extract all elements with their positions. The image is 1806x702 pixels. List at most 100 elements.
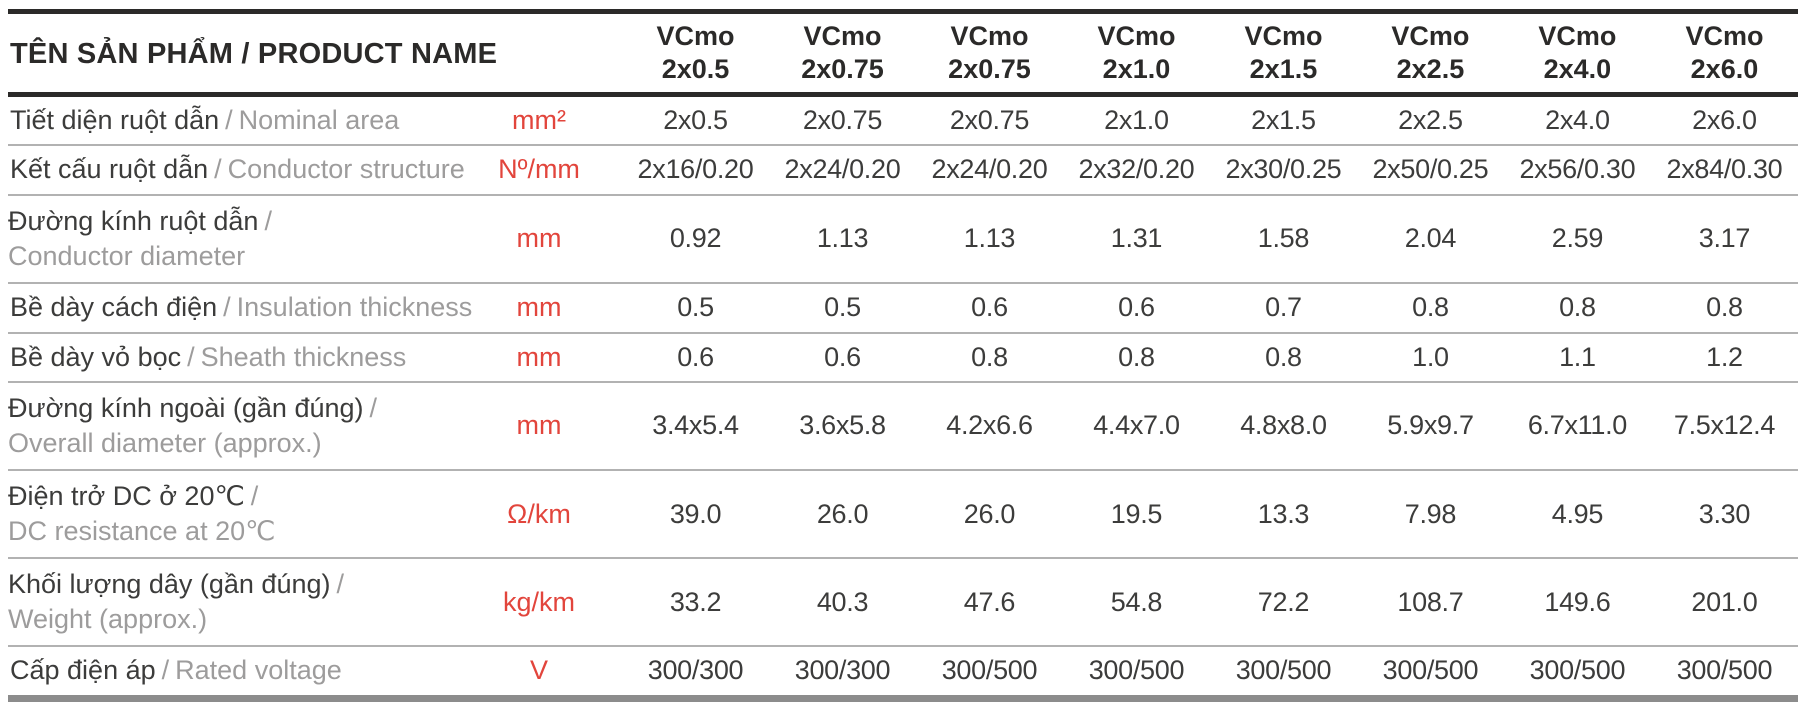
table-row: Tiết diện ruột dẫn / Nominal area mm² 2x0.5 2… bbox=[8, 94, 1798, 146]
label-separator: / bbox=[264, 205, 272, 236]
spec-value: 4.4x7.0 bbox=[1093, 410, 1180, 441]
spec-value: 40.3 bbox=[816, 586, 869, 617]
spec-value: 33.2 bbox=[669, 586, 722, 617]
label-separator: / bbox=[161, 655, 170, 686]
column-model: VCmo bbox=[1685, 21, 1764, 51]
spec-value: 0.92 bbox=[669, 223, 722, 254]
row-unit: Ω/km bbox=[507, 498, 571, 529]
column-header-2x0.75: VCmo 2x0.75 bbox=[769, 12, 916, 95]
row-label-english: Nominal area bbox=[238, 104, 400, 135]
row-label-vietnamese: Tiết diện ruột dẫn bbox=[10, 104, 220, 135]
row-unit: mm bbox=[516, 292, 562, 323]
column-model: VCmo bbox=[950, 21, 1029, 51]
column-size: 2x4.0 bbox=[1543, 53, 1612, 84]
row-label-vietnamese: Đường kính ruột dẫn bbox=[8, 205, 259, 236]
column-header-2x0.5: VCmo 2x0.5 bbox=[622, 12, 769, 95]
table-header-row: TÊN SẢN PHẨM / PRODUCT NAME VCmo 2x0.5 VCm… bbox=[8, 11, 1798, 95]
spec-value: 1.13 bbox=[816, 223, 869, 254]
column-header-2x0.75: VCmo 2x0.75 bbox=[916, 12, 1063, 95]
spec-value: 2x6.0 bbox=[1692, 104, 1757, 135]
spec-value: 0.6 bbox=[971, 292, 1008, 323]
spec-value: 0.7 bbox=[1265, 292, 1302, 323]
row-label: Đường kính ngoài (gần đúng) / Overall diam… bbox=[8, 382, 456, 470]
spec-value: 2x50/0.25 bbox=[1372, 154, 1489, 185]
column-model: VCmo bbox=[803, 21, 882, 51]
spec-value: 2x0.75 bbox=[802, 104, 883, 135]
spec-value: 201.0 bbox=[1691, 586, 1758, 617]
spec-value: 0.8 bbox=[971, 341, 1008, 372]
row-unit: V bbox=[530, 655, 549, 686]
row-label-vietnamese: Bề dày cách điện bbox=[10, 292, 218, 323]
spec-value: 0.8 bbox=[1412, 292, 1449, 323]
spec-value: 2x84/0.30 bbox=[1666, 154, 1783, 185]
table-row: Cấp điện áp / Rated voltage V 300/300 300/300… bbox=[8, 646, 1798, 699]
spec-value: 1.31 bbox=[1110, 223, 1163, 254]
row-label-english: DC resistance at 20℃ bbox=[8, 515, 276, 546]
row-label-vietnamese: Điện trở DC ở 20℃ bbox=[8, 481, 245, 512]
spec-value: 300/300 bbox=[647, 655, 744, 686]
column-model: VCmo bbox=[1097, 21, 1176, 51]
row-label: Cấp điện áp / Rated voltage bbox=[8, 646, 456, 698]
spec-value: 4.8x8.0 bbox=[1240, 410, 1327, 441]
spec-value: 7.5x12.4 bbox=[1673, 410, 1776, 441]
spec-value: 1.58 bbox=[1257, 223, 1310, 254]
row-label: Đường kính ruột dẫn / Conductor diameter bbox=[8, 195, 456, 283]
table-row: Bề dày cách điện / Insulation thickness mm 0… bbox=[8, 283, 1798, 333]
spec-value: 26.0 bbox=[963, 498, 1016, 529]
spec-value: 19.5 bbox=[1110, 498, 1163, 529]
column-size: 2x1.0 bbox=[1102, 53, 1171, 84]
column-header-2x4.0: VCmo 2x4.0 bbox=[1504, 12, 1651, 95]
spec-value: 300/500 bbox=[1529, 655, 1626, 686]
row-label-english: Insulation thickness bbox=[236, 292, 473, 323]
row-label-english: Weight (approx.) bbox=[8, 603, 208, 634]
label-separator: / bbox=[187, 341, 195, 372]
spec-value: 3.6x5.8 bbox=[799, 410, 886, 441]
spec-value: 2x24/0.20 bbox=[784, 154, 901, 185]
spec-value: 2x30/0.25 bbox=[1225, 154, 1342, 185]
spec-value: 47.6 bbox=[963, 586, 1016, 617]
spec-value: 2x4.0 bbox=[1545, 104, 1610, 135]
column-header-2x1.0: VCmo 2x1.0 bbox=[1063, 12, 1210, 95]
row-label-vietnamese: Kết cấu ruột dẫn bbox=[10, 154, 209, 185]
spec-value: 6.7x11.0 bbox=[1527, 410, 1627, 441]
column-header-2x6.0: VCmo 2x6.0 bbox=[1651, 12, 1798, 95]
spec-value: 300/300 bbox=[794, 655, 891, 686]
spec-value: 2x32/0.20 bbox=[1078, 154, 1195, 185]
spec-value: 0.5 bbox=[677, 292, 714, 323]
column-model: VCmo bbox=[1538, 21, 1617, 51]
table-row: Khối lượng dây (gần đúng) / Weight (approx… bbox=[8, 558, 1798, 647]
row-label: Kết cấu ruột dẫn / Conductor structure bbox=[8, 145, 465, 195]
spec-value: 0.8 bbox=[1118, 341, 1155, 372]
column-size: 2x2.5 bbox=[1396, 53, 1465, 84]
row-label-english: Conductor diameter bbox=[8, 240, 246, 271]
spec-value: 0.8 bbox=[1559, 292, 1596, 323]
table-row: Đường kính ngoài (gần đúng) / Overall diam… bbox=[8, 382, 1798, 471]
spec-value: 0.6 bbox=[824, 341, 861, 372]
label-separator: / bbox=[369, 393, 378, 424]
row-label: Điện trở DC ở 20℃ / DC resistance at 20℃ bbox=[8, 470, 456, 558]
spec-value: 108.7 bbox=[1397, 586, 1464, 617]
spec-value: 300/500 bbox=[1676, 655, 1773, 686]
spec-value: 54.8 bbox=[1110, 586, 1163, 617]
row-unit: mm bbox=[516, 341, 562, 372]
table-row: Kết cấu ruột dẫn / Conductor structure Nº/m… bbox=[8, 145, 1798, 195]
spec-value: 26.0 bbox=[816, 498, 869, 529]
spec-value: 1.1 bbox=[1559, 341, 1596, 372]
column-header-2x1.5: VCmo 2x1.5 bbox=[1210, 12, 1357, 95]
spec-value: 2x56/0.30 bbox=[1519, 154, 1636, 185]
spec-value: 13.3 bbox=[1257, 498, 1310, 529]
row-label: Tiết diện ruột dẫn / Nominal area bbox=[8, 94, 456, 145]
spec-value: 3.17 bbox=[1698, 223, 1751, 254]
table-row: Bề dày vỏ bọc / Sheath thickness mm 0.6 0.6 0.… bbox=[8, 333, 1798, 383]
spec-value: 149.6 bbox=[1544, 586, 1611, 617]
spec-value: 3.4x5.4 bbox=[652, 410, 739, 441]
spec-value: 2x0.5 bbox=[663, 104, 728, 135]
spec-value: 1.0 bbox=[1412, 341, 1449, 372]
spec-value: 0.6 bbox=[677, 341, 714, 372]
row-label: Khối lượng dây (gần đúng) / Weight (approx… bbox=[8, 558, 456, 646]
label-separator: / bbox=[225, 104, 233, 135]
spec-value: 0.8 bbox=[1706, 292, 1743, 323]
spec-value: 2x16/0.20 bbox=[637, 154, 754, 185]
spec-value: 1.2 bbox=[1706, 341, 1743, 372]
